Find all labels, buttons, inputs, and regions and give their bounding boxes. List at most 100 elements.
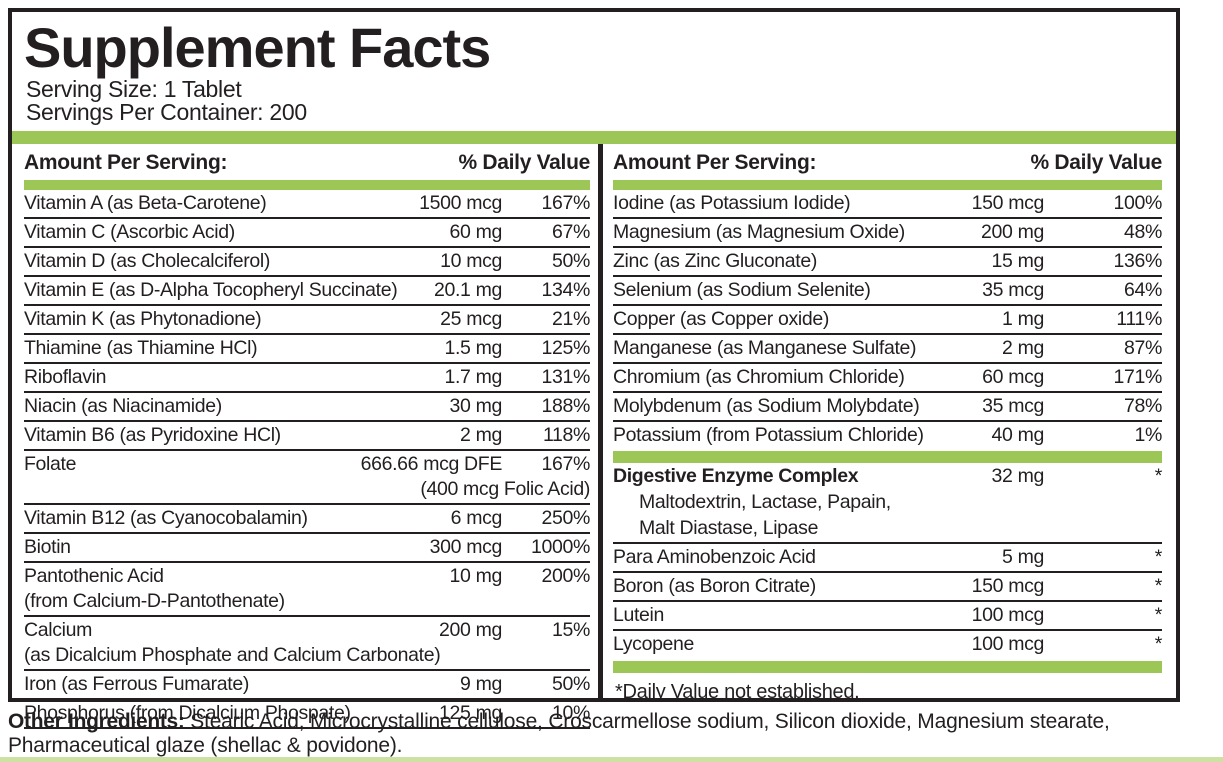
- green-divider-bar-top: [12, 131, 1176, 144]
- nutrient-row: Selenium (as Sodium Selenite) 35 mcg 64%: [613, 277, 1162, 306]
- nutrient-row: Potassium (from Potassium Chloride) 40 mg…: [613, 422, 1162, 449]
- left-column: Amount Per Serving: % Daily Value Vitami…: [12, 144, 598, 729]
- nutrient-amount: 60 mg: [449, 221, 503, 243]
- nutrient-name-continuation: (as Dicalcium Phosphate and Calcium Carb…: [24, 644, 441, 666]
- nutrient-row: Calcium 200 mg 15% (as Dicalcium Phosphate …: [24, 617, 590, 671]
- nutrient-row: Copper (as Copper oxide) 1 mg 111%: [613, 306, 1162, 335]
- nutrient-name: Niacin (as Niacinamide): [24, 395, 222, 417]
- green-edge-strip: [0, 757, 1223, 762]
- nutrient-amount: 40 mg: [991, 424, 1045, 446]
- nutrient-amount: 1.7 mg: [444, 366, 502, 388]
- nutrient-name: Vitamin B6 (as Pyridoxine HCl): [24, 424, 281, 446]
- nutrient-amount: 15 mg: [991, 250, 1045, 272]
- nutrient-name: Iron (as Ferrous Fumarate): [24, 673, 249, 695]
- right-special-rows: Digestive Enzyme Complex 32 mg * Maltodextr…: [613, 463, 1162, 658]
- green-divider-bar: [613, 451, 1162, 463]
- nutrient-amount: 2 mg: [1002, 337, 1044, 359]
- nutrient-name: Lutein: [613, 604, 665, 626]
- nutrient-amount: 20.1 mg: [433, 279, 502, 301]
- nutrient-amount: 2 mg: [460, 424, 502, 446]
- other-ingredients-text: Stearic Acid, Microcrystalline cellulose…: [8, 710, 1110, 757]
- nutrient-name: Vitamin A (as Beta-Carotene): [24, 192, 267, 214]
- nutrient-dv: 87%: [1124, 337, 1162, 359]
- nutrient-amount: 1 mg: [1002, 308, 1044, 330]
- nutrient-dv: 50%: [552, 250, 590, 272]
- nutrient-name: Digestive Enzyme Complex: [613, 465, 859, 487]
- nutrient-name-continuation: (from Calcium-D-Pantothenate): [24, 590, 285, 612]
- nutrient-name: Pantothenic Acid: [24, 565, 164, 587]
- nutrient-name: Thiamine (as Thiamine HCl): [24, 337, 258, 359]
- nutrient-dv: *: [1154, 633, 1163, 655]
- nutrient-dv: 118%: [542, 424, 590, 446]
- nutrient-dv: *: [1154, 575, 1163, 597]
- nutrient-amount: 200 mg: [981, 221, 1044, 243]
- nutrient-name: Vitamin K (as Phytonadione): [24, 308, 262, 330]
- nutrient-row: Niacin (as Niacinamide) 30 mg 188%: [24, 393, 590, 422]
- nutrient-row: Chromium (as Chromium Chloride) 60 mcg 171…: [613, 364, 1162, 393]
- nutrient-row: Vitamin K (as Phytonadione) 25 mcg 21%: [24, 306, 590, 335]
- nutrient-dv: 78%: [1124, 395, 1162, 417]
- nutrient-dv: 200%: [541, 565, 591, 587]
- nutrient-dv: 171%: [1113, 366, 1163, 388]
- nutrient-columns: Amount Per Serving: % Daily Value Vitami…: [12, 144, 1176, 729]
- nutrient-row: Digestive Enzyme Complex 32 mg * Maltodextr…: [613, 463, 1162, 544]
- nutrient-row: Vitamin E (as D-Alpha Tocopheryl Succina…: [24, 277, 590, 306]
- nutrient-amount: 10 mcg: [440, 250, 502, 272]
- nutrient-row: Pantothenic Acid 10 mg 200% (from Calcium-D…: [24, 563, 590, 617]
- nutrient-name: Selenium (as Sodium Selenite): [613, 279, 871, 301]
- nutrient-row: Vitamin B12 (as Cyanocobalamin) 6 mcg 250%: [24, 505, 590, 534]
- nutrient-dv: *: [1154, 465, 1163, 487]
- nutrient-name: Magnesium (as Magnesium Oxide): [613, 221, 905, 243]
- nutrient-dv: 48%: [1124, 221, 1162, 243]
- nutrient-name: Vitamin E (as D-Alpha Tocopheryl Succina…: [24, 279, 398, 301]
- servings-per-container-text: Servings Per Container: 200: [26, 99, 307, 125]
- nutrient-amount: 1.5 mg: [444, 337, 502, 359]
- nutrient-row: Folate 666.66 mcg DFE 167% (400 mcg Folic A…: [24, 451, 590, 505]
- nutrient-dv: *: [1154, 604, 1163, 626]
- nutrient-dv: 111%: [1116, 308, 1162, 330]
- nutrient-row: Vitamin B6 (as Pyridoxine HCl) 2 mg 118%: [24, 422, 590, 451]
- serving-size-text: Serving Size: 1 Tablet: [26, 76, 242, 102]
- nutrient-amount: 35 mcg: [982, 395, 1044, 417]
- green-divider-bar: [24, 180, 590, 190]
- nutrient-dv: 21%: [552, 308, 590, 330]
- nutrient-name: Iodine (as Potassium Iodide): [613, 192, 851, 214]
- nutrient-dv: 188%: [541, 395, 591, 417]
- nutrient-row: Vitamin C (Ascorbic Acid) 60 mg 67%: [24, 219, 590, 248]
- nutrient-row: Molybdenum (as Sodium Molybdate) 35 mcg 78…: [613, 393, 1162, 422]
- right-column: Amount Per Serving: % Daily Value Iodine…: [598, 144, 1176, 703]
- nutrient-row: Lutein 100 mcg *: [613, 602, 1162, 631]
- nutrient-row: Manganese (as Manganese Sulfate) 2 mg 87%: [613, 335, 1162, 364]
- nutrient-row: Vitamin D (as Cholecalciferol) 10 mcg 50%: [24, 248, 590, 277]
- nutrient-name: Calcium: [24, 619, 92, 641]
- nutrient-dv: 1000%: [531, 536, 590, 558]
- nutrient-row: Iodine (as Potassium Iodide) 150 mcg 100%: [613, 190, 1162, 219]
- nutrient-name: Zinc (as Zinc Gluconate): [613, 250, 818, 272]
- nutrient-dv: *: [1154, 546, 1163, 568]
- nutrient-name: Vitamin B12 (as Cyanocobalamin): [24, 507, 308, 529]
- nutrient-name: Boron (as Boron Citrate): [613, 575, 816, 597]
- nutrient-amount: 100 mcg: [971, 633, 1045, 655]
- nutrient-sub-ingredient: Malt Diastase, Lipase: [639, 517, 819, 539]
- nutrient-amount: 100 mcg: [971, 604, 1045, 626]
- left-nutrient-rows: Vitamin A (as Beta-Carotene) 1500 mcg 167%…: [24, 190, 590, 729]
- nutrient-dv: 136%: [1113, 250, 1163, 272]
- nutrient-dv: 64%: [1124, 279, 1162, 301]
- nutrient-row: Boron (as Boron Citrate) 150 mcg *: [613, 573, 1162, 602]
- daily-value-header: % Daily Value: [1030, 151, 1162, 174]
- nutrient-amount: 300 mcg: [429, 536, 503, 558]
- nutrient-name: Riboflavin: [24, 366, 107, 388]
- nutrient-dv: 67%: [552, 221, 590, 243]
- nutrient-amount: 6 mcg: [450, 507, 503, 529]
- nutrient-row: Lycopene 100 mcg *: [613, 631, 1162, 658]
- nutrient-name: Potassium (from Potassium Chloride): [613, 424, 924, 446]
- nutrient-row: Thiamine (as Thiamine HCl) 1.5 mg 125%: [24, 335, 590, 364]
- nutrient-row: Phosphorus (from Dicalcium Phospate) 125 …: [24, 700, 590, 729]
- nutrient-row: Riboflavin 1.7 mg 131%: [24, 364, 590, 393]
- nutrient-amount: 150 mcg: [971, 575, 1045, 597]
- nutrient-amount: 32 mg: [991, 465, 1045, 487]
- nutrient-name: Biotin: [24, 536, 71, 558]
- nutrient-amount: 125 mg: [439, 702, 502, 724]
- amount-per-serving-header: Amount Per Serving:: [613, 151, 817, 174]
